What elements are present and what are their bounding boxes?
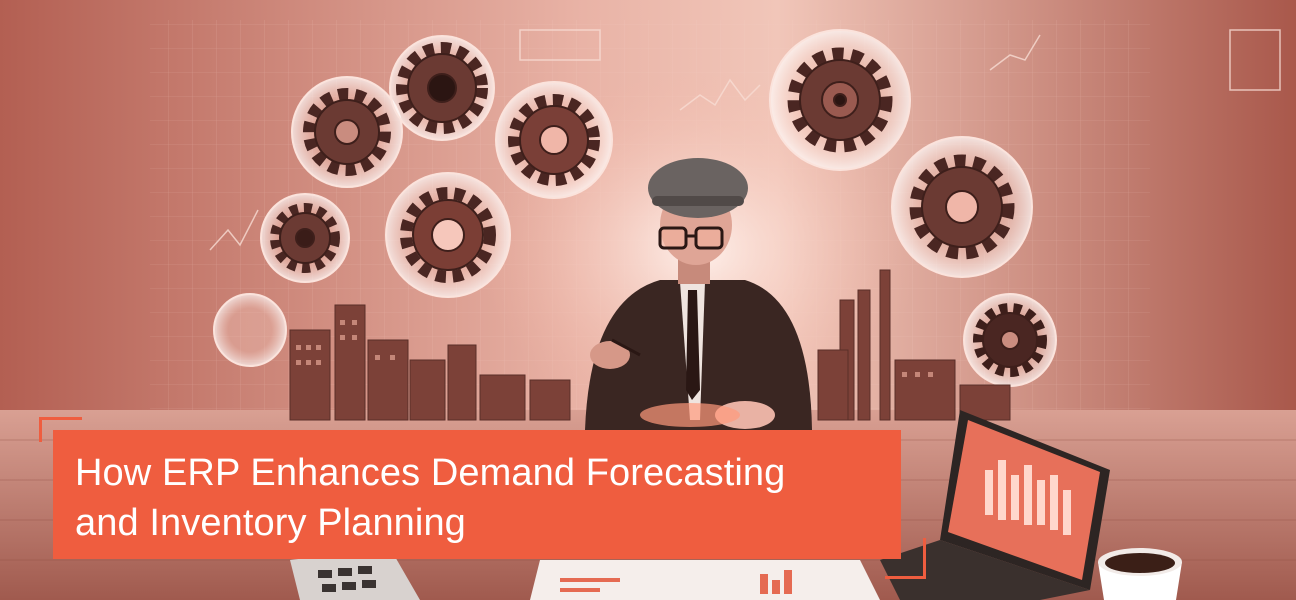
title-corner-accent-top-left: [39, 417, 82, 442]
title-line-1: How ERP Enhances Demand Forecasting: [75, 452, 786, 494]
gear-icons: [270, 42, 1047, 377]
desk-items-illustration: [290, 548, 880, 600]
title-corner-accent-bottom-right: [885, 538, 926, 579]
title-banner: How ERP Enhances Demand Forecasting and …: [53, 430, 901, 559]
title-line-2: and Inventory Planning: [75, 502, 466, 544]
laptop-chart-illustration: [880, 410, 1110, 600]
city-skyline: [289, 269, 1011, 421]
coffee-cup-illustration: [1098, 548, 1182, 600]
businessman-figure: [585, 158, 812, 430]
